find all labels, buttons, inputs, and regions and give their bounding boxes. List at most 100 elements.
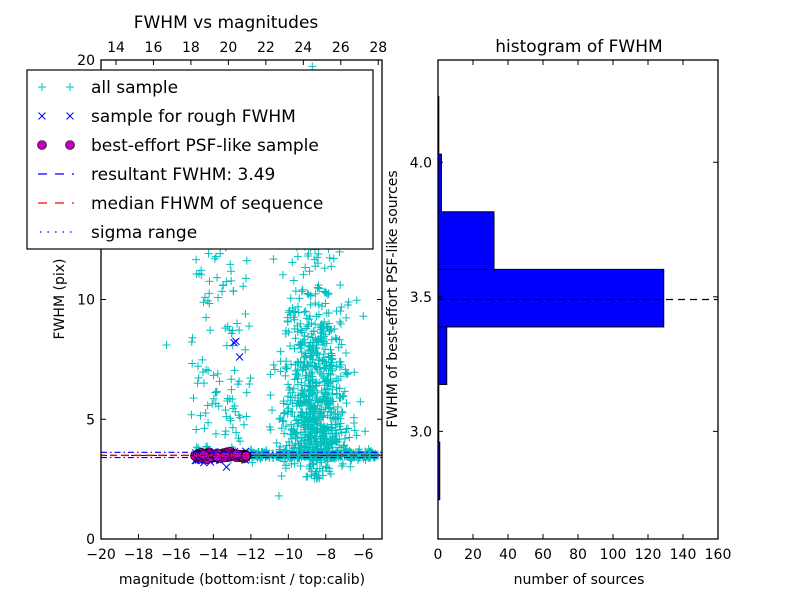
all-sample-point — [300, 351, 309, 360]
all-sample-point — [342, 313, 351, 322]
all-sample-point — [312, 440, 321, 449]
all-sample-point — [242, 388, 251, 397]
all-sample-point — [301, 420, 310, 429]
all-sample-point — [338, 392, 347, 401]
all-sample-point — [201, 409, 210, 418]
all-sample-point — [352, 296, 361, 305]
all-sample-point — [321, 288, 330, 297]
all-sample-point — [188, 333, 197, 342]
legend-label: sigma range — [91, 223, 197, 243]
all-sample-point — [269, 449, 278, 458]
all-sample-point — [305, 267, 314, 276]
all-sample-point — [304, 345, 313, 354]
all-sample-point — [187, 338, 196, 347]
all-sample-point — [332, 362, 341, 371]
x-tick-label: 0 — [434, 547, 443, 563]
x-tick-label: −18 — [124, 547, 154, 563]
all-sample-point — [221, 406, 230, 415]
all-sample-point — [196, 411, 205, 420]
all-sample-point — [283, 400, 292, 409]
all-sample-point — [233, 380, 242, 389]
all-sample-point — [233, 319, 242, 328]
all-sample-point — [290, 344, 299, 353]
histogram-bars — [437, 96, 665, 501]
all-sample-point — [189, 394, 198, 403]
all-sample-point — [293, 365, 302, 374]
all-sample-point — [342, 370, 351, 379]
all-sample-point — [320, 264, 329, 273]
all-sample-point — [212, 387, 221, 396]
histogram-ylabel: FWHM of best-effort PSF-like sources — [385, 170, 401, 427]
all-sample-point — [327, 262, 336, 271]
all-sample-point — [338, 408, 347, 417]
x-tick-label: 140 — [670, 547, 697, 563]
all-sample-point — [329, 254, 338, 263]
legend-plus-icon — [38, 83, 46, 91]
all-sample-point — [303, 322, 312, 331]
rough-sample-point — [222, 463, 231, 472]
all-sample-point — [242, 256, 251, 265]
all-sample-point — [296, 407, 305, 416]
all-sample-point — [297, 436, 306, 445]
all-sample-point — [345, 433, 354, 442]
all-sample-point — [350, 419, 359, 428]
all-sample-point — [283, 410, 292, 419]
all-sample-point — [305, 464, 314, 473]
all-sample-point — [340, 441, 349, 450]
all-sample-point — [337, 428, 346, 437]
all-sample-point — [326, 469, 335, 478]
all-sample-point — [346, 462, 355, 471]
all-sample-point — [230, 366, 239, 375]
all-sample-point — [281, 363, 290, 372]
all-sample-point — [248, 458, 257, 467]
all-sample-point — [276, 347, 285, 356]
all-sample-point — [202, 313, 211, 322]
all-sample-point — [317, 458, 326, 467]
all-sample-point — [311, 299, 320, 308]
all-sample-point — [241, 345, 250, 354]
all-sample-point — [269, 360, 278, 369]
legend-cross-icon — [38, 112, 46, 120]
all-sample-point — [344, 298, 353, 307]
all-sample-point — [287, 420, 296, 429]
x-tick-label: −20 — [86, 547, 116, 563]
all-sample-point — [324, 369, 333, 378]
all-sample-point — [297, 378, 306, 387]
y-tick-label: 5 — [86, 412, 95, 428]
x-tick-label: 100 — [600, 547, 627, 563]
all-sample-point — [339, 391, 348, 400]
all-sample-point — [297, 287, 306, 296]
all-sample-point — [326, 371, 335, 380]
all-sample-point — [281, 371, 290, 380]
legend-item: sample for rough FWHM — [38, 107, 296, 127]
all-sample-point — [205, 299, 214, 308]
legend-item: sigma range — [40, 223, 197, 243]
top-tick-label: 22 — [257, 40, 275, 56]
all-sample-point — [289, 384, 298, 393]
y-tick-label: 4.0 — [410, 155, 432, 171]
all-sample-point — [300, 307, 309, 316]
histogram-ticks: 0 20 40 60 80 100 120 140 160 3.0 3.5 4.0 — [410, 60, 731, 563]
top-tick-label: 20 — [219, 40, 237, 56]
all-sample-point — [342, 424, 351, 433]
all-sample-point — [334, 376, 343, 385]
all-sample-point — [194, 362, 203, 371]
all-sample-point — [299, 270, 308, 279]
all-sample-point — [320, 317, 329, 326]
all-sample-point — [304, 392, 313, 401]
histogram-plot: 0 20 40 60 80 100 120 140 160 3.0 3.5 4.0 histogram… — [385, 37, 731, 588]
all-sample-point — [313, 388, 322, 397]
y-tick-label: 20 — [77, 53, 95, 69]
scatter-xlabel: magnitude (bottom:isnt / top:calib) — [119, 572, 365, 588]
all-sample-point — [282, 441, 291, 450]
x-tick-label: −16 — [161, 547, 191, 563]
all-sample-point — [336, 372, 345, 381]
all-sample-point — [241, 274, 250, 283]
all-sample-point — [337, 446, 346, 455]
x-tick-label: −8 — [315, 547, 336, 563]
all-sample-point — [315, 405, 324, 414]
all-sample-point — [228, 326, 237, 335]
all-sample-point — [339, 441, 348, 450]
x-tick-label: 40 — [499, 547, 517, 563]
